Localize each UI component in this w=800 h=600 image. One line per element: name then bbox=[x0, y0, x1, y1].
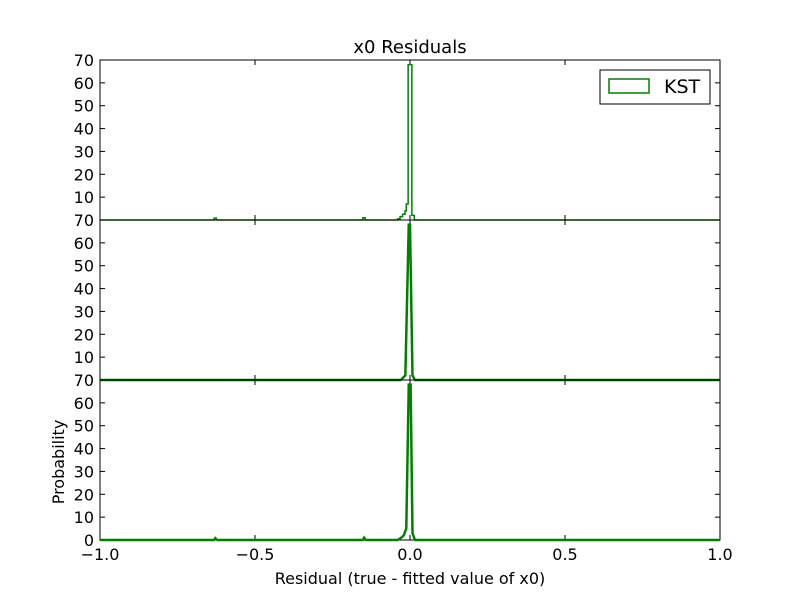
y-tick-label: 20 bbox=[74, 165, 94, 184]
x-tick-label: 0.5 bbox=[552, 545, 577, 564]
y-tick-label: 30 bbox=[74, 302, 94, 321]
y-tick-label: 50 bbox=[74, 417, 94, 436]
y-tick-label: 40 bbox=[74, 280, 94, 299]
x-axis-label: Residual (true - fitted value of x0) bbox=[275, 569, 546, 588]
y-tick-label: 60 bbox=[74, 74, 94, 93]
y-tick-label: 0 bbox=[84, 531, 94, 550]
y-tick-label: 40 bbox=[74, 120, 94, 139]
y-tick-label: 40 bbox=[74, 440, 94, 459]
y-tick-label: 10 bbox=[74, 188, 94, 207]
series-line bbox=[100, 383, 720, 542]
y-tick-label: 70 bbox=[74, 211, 94, 230]
panel-2: 10 20 30 40 50 60 70 bbox=[74, 211, 721, 382]
y-tick-label: 60 bbox=[74, 394, 94, 413]
y-tick-label: 20 bbox=[74, 325, 94, 344]
y-tick-label: 10 bbox=[74, 348, 94, 367]
legend-swatch bbox=[608, 78, 650, 94]
x-tick-label: −1.0 bbox=[81, 545, 120, 564]
y-tick-label: 60 bbox=[74, 234, 94, 253]
y-tick-label: 30 bbox=[74, 462, 94, 481]
y-tick-label: 70 bbox=[74, 371, 94, 390]
panel-3: 0 10 20 30 40 50 60 70 bbox=[74, 371, 721, 550]
x-tick-label: −0.5 bbox=[236, 545, 275, 564]
y-tick-label: 70 bbox=[74, 51, 94, 70]
chart-title: x0 Residuals bbox=[353, 37, 466, 58]
y-tick-label: 20 bbox=[74, 485, 94, 504]
y-tick-label: 50 bbox=[74, 257, 94, 276]
y-tick-label: 30 bbox=[74, 142, 94, 161]
legend-box bbox=[599, 69, 711, 105]
series-line bbox=[100, 223, 720, 382]
legend-label: KST bbox=[664, 76, 701, 98]
y-tick-label: 10 bbox=[74, 508, 94, 527]
y-axis-label: Probability bbox=[49, 420, 68, 505]
panels-group: 10 20 30 40 50 60 70 10 20 30 40 50 60 70 0 10 20 30 40 50 6… bbox=[74, 51, 733, 564]
x-tick-label: 1.0 bbox=[707, 545, 732, 564]
y-tick-label: 50 bbox=[74, 97, 94, 116]
legend: KST bbox=[599, 69, 711, 105]
x-tick-label: 0.0 bbox=[397, 545, 422, 564]
